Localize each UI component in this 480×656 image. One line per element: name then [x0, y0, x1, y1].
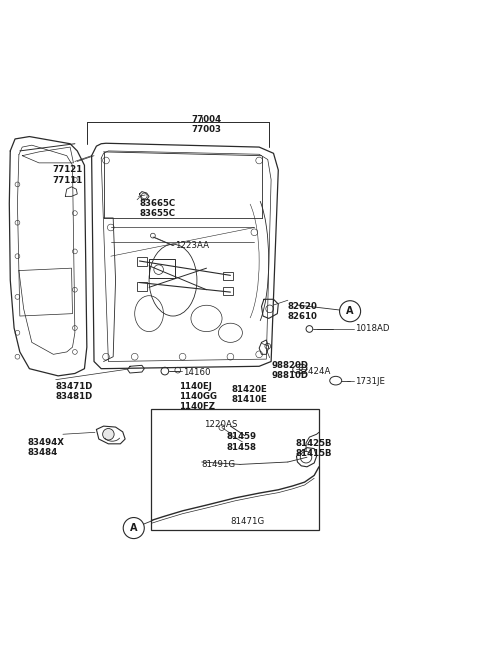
Text: 83665C
83655C: 83665C 83655C — [140, 199, 176, 218]
Text: 1223AA: 1223AA — [175, 241, 209, 250]
Text: 1018AD: 1018AD — [355, 325, 389, 333]
Text: A: A — [347, 306, 354, 316]
Text: 1731JE: 1731JE — [355, 377, 385, 386]
Text: 82620
82610: 82620 82610 — [288, 302, 318, 321]
Text: 81471G: 81471G — [230, 518, 264, 526]
Text: 81491G: 81491G — [202, 460, 236, 469]
Text: 1220AS: 1220AS — [204, 420, 238, 429]
Text: 14160: 14160 — [182, 367, 210, 377]
Text: 83471D
83481D: 83471D 83481D — [56, 382, 93, 401]
Bar — [137, 282, 147, 291]
Text: 82424A: 82424A — [298, 367, 331, 376]
Text: 77004
77003: 77004 77003 — [192, 115, 222, 134]
Text: 81425B
81415B: 81425B 81415B — [295, 439, 332, 459]
Text: 83494X
83484: 83494X 83484 — [27, 438, 64, 457]
Bar — [223, 272, 233, 280]
Text: 1140EJ
1140GG
1140FZ: 1140EJ 1140GG 1140FZ — [179, 382, 217, 411]
Circle shape — [339, 300, 360, 322]
Circle shape — [123, 518, 144, 539]
Text: 98820D
98810D: 98820D 98810D — [271, 361, 308, 380]
Bar — [223, 287, 233, 295]
Circle shape — [103, 428, 114, 440]
Text: 81420E
81410E: 81420E 81410E — [232, 385, 268, 404]
Text: 81459
81458: 81459 81458 — [227, 432, 257, 452]
Text: 77121
77111: 77121 77111 — [52, 165, 83, 185]
Bar — [152, 409, 319, 530]
Bar — [137, 257, 147, 266]
Text: A: A — [130, 523, 137, 533]
Bar — [149, 258, 175, 277]
